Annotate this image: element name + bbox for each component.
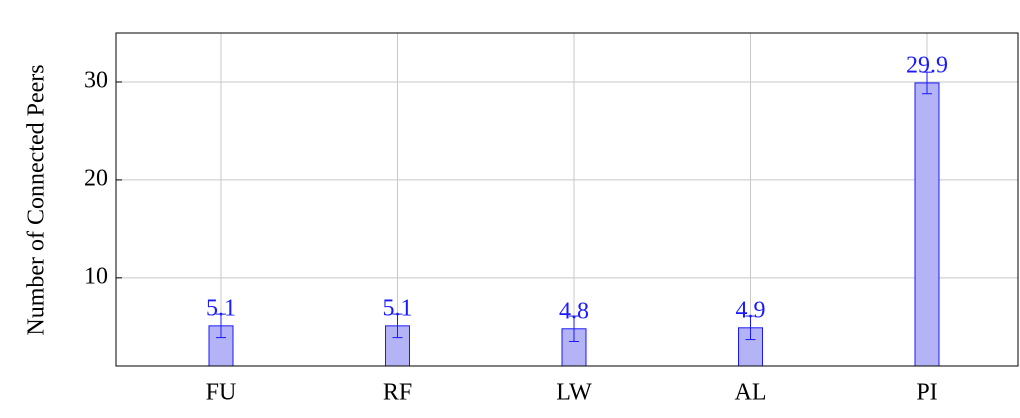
x-tick-label: RF: [383, 380, 412, 406]
bar: [914, 82, 940, 367]
y-axis-label: Number of Connected Peers: [24, 64, 50, 335]
data-label: 4.8: [559, 298, 589, 324]
data-label: 5.1: [383, 295, 413, 321]
x-tick-label: AL: [735, 380, 767, 406]
data-label: 4.9: [736, 297, 766, 323]
y-tick-label: 30: [84, 67, 108, 93]
x-tick-label: LW: [556, 380, 592, 406]
x-tick-label: FU: [206, 380, 237, 406]
data-label: 5.1: [206, 295, 236, 321]
data-label: 29.9: [906, 52, 948, 78]
y-tick-label: 20: [84, 165, 108, 191]
x-tick-label: PI: [916, 380, 937, 406]
y-tick-label: 10: [84, 263, 108, 289]
plot-frame: [115, 32, 1019, 367]
